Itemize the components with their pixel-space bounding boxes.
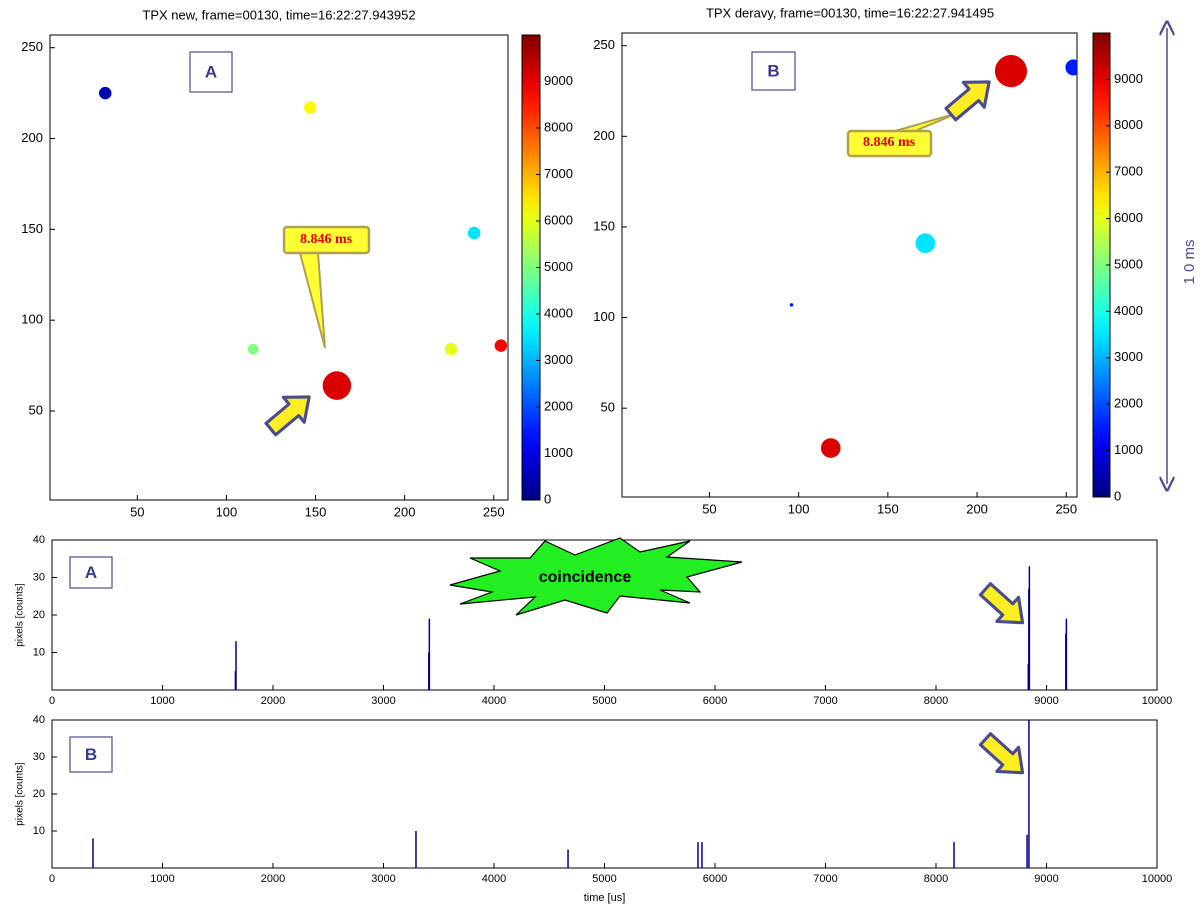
y-tick-label: 20 bbox=[33, 788, 45, 800]
panel-label: B bbox=[767, 61, 779, 80]
x-tick-label: 150 bbox=[877, 501, 899, 516]
x-tick-label: 5000 bbox=[592, 873, 616, 885]
colorbar-tick-label: 8000 bbox=[1114, 117, 1143, 132]
plot-area bbox=[622, 33, 1077, 497]
x-tick-label: 1000 bbox=[150, 873, 174, 885]
x-tick-label: 200 bbox=[966, 501, 988, 516]
x-tick-label: 4000 bbox=[482, 695, 506, 707]
callout-text: 8.846 ms bbox=[300, 232, 353, 247]
chart-title: TPX deravy, frame=00130, time=16:22:27.9… bbox=[706, 5, 994, 20]
colorbar-tick-label: 0 bbox=[544, 491, 551, 506]
x-tick-label: 3000 bbox=[371, 695, 395, 707]
x-tick-label: 8000 bbox=[924, 873, 948, 885]
colorbar-tick-label: 4000 bbox=[1114, 303, 1143, 318]
spot bbox=[916, 233, 936, 253]
spot bbox=[99, 87, 111, 99]
colorbar-tick-label: 1000 bbox=[544, 445, 573, 460]
colorbar-tick-label: 4000 bbox=[544, 305, 573, 320]
y-axis-label: pixels [counts] bbox=[15, 762, 26, 826]
span-label: 1 0 ms bbox=[1181, 239, 1198, 284]
x-tick-label: 5000 bbox=[592, 695, 616, 707]
spot bbox=[445, 343, 457, 355]
colorbar-tick-label: 9000 bbox=[544, 73, 573, 88]
x-tick-label: 0 bbox=[49, 873, 55, 885]
x-tick-label: 150 bbox=[305, 504, 327, 519]
callout-text: 8.846 ms bbox=[863, 135, 916, 150]
coincidence-label: coincidence bbox=[539, 569, 632, 586]
x-axis-label: time [us] bbox=[584, 892, 626, 904]
x-tick-label: 0 bbox=[49, 695, 55, 707]
spot bbox=[821, 438, 841, 458]
panel-label: B bbox=[85, 745, 97, 764]
y-tick-label: 20 bbox=[33, 609, 45, 621]
x-tick-label: 7000 bbox=[813, 873, 837, 885]
x-tick-label: 10000 bbox=[1142, 873, 1173, 885]
x-tick-label: 2000 bbox=[261, 873, 285, 885]
colorbar-tick-label: 2000 bbox=[544, 398, 573, 413]
x-tick-label: 2000 bbox=[261, 695, 285, 707]
panel-label: A bbox=[205, 62, 217, 81]
y-tick-label: 10 bbox=[33, 825, 45, 837]
y-tick-label: 100 bbox=[593, 309, 615, 324]
colorbar-tick-label: 6000 bbox=[544, 212, 573, 227]
figure: 0100020003000400050006000700080009000TPX… bbox=[0, 0, 1201, 907]
x-tick-label: 1000 bbox=[150, 695, 174, 707]
y-tick-label: 150 bbox=[21, 221, 43, 236]
y-tick-label: 250 bbox=[21, 39, 43, 54]
colorbar-tick-label: 7000 bbox=[544, 166, 573, 181]
y-tick-label: 50 bbox=[601, 400, 615, 415]
spot bbox=[1065, 59, 1081, 75]
spot bbox=[468, 227, 480, 239]
x-tick-label: 9000 bbox=[1034, 873, 1058, 885]
colorbar-tick-label: 9000 bbox=[1114, 71, 1143, 86]
y-tick-label: 40 bbox=[33, 714, 45, 726]
colorbar-tick-label: 5000 bbox=[1114, 256, 1143, 271]
spot bbox=[995, 55, 1027, 87]
colorbar-tick-label: 2000 bbox=[1114, 396, 1143, 411]
x-tick-label: 250 bbox=[483, 504, 505, 519]
panel-label: A bbox=[85, 563, 97, 582]
colorbar-tick-label: 3000 bbox=[1114, 349, 1143, 364]
y-tick-label: 50 bbox=[29, 402, 43, 417]
chart-title: TPX new, frame=00130, time=16:22:27.9439… bbox=[142, 7, 415, 22]
colorbar-tick-label: 1000 bbox=[1114, 442, 1143, 457]
spot bbox=[304, 101, 316, 113]
y-axis-label: pixels [counts] bbox=[15, 583, 26, 647]
x-tick-label: 8000 bbox=[924, 695, 948, 707]
x-tick-label: 10000 bbox=[1142, 695, 1173, 707]
y-tick-label: 200 bbox=[593, 128, 615, 143]
x-tick-label: 6000 bbox=[703, 873, 727, 885]
y-tick-label: 10 bbox=[33, 646, 45, 658]
x-tick-label: 100 bbox=[216, 504, 238, 519]
colorbar-tick-label: 7000 bbox=[1114, 164, 1143, 179]
x-tick-label: 50 bbox=[702, 501, 716, 516]
y-tick-label: 100 bbox=[21, 312, 43, 327]
x-tick-label: 6000 bbox=[703, 695, 727, 707]
colorbar-tick-label: 6000 bbox=[1114, 210, 1143, 225]
colorbar-tick-label: 0 bbox=[1114, 488, 1121, 503]
x-tick-label: 100 bbox=[788, 501, 810, 516]
spot bbox=[790, 303, 794, 307]
y-tick-label: 200 bbox=[21, 130, 43, 145]
spot bbox=[248, 344, 259, 355]
y-tick-label: 30 bbox=[33, 751, 45, 763]
spot bbox=[323, 371, 352, 400]
x-tick-label: 250 bbox=[1055, 501, 1077, 516]
colorbar-tick-label: 3000 bbox=[544, 352, 573, 367]
x-tick-label: 50 bbox=[130, 504, 144, 519]
y-tick-label: 30 bbox=[33, 571, 45, 583]
x-tick-label: 3000 bbox=[371, 873, 395, 885]
x-tick-label: 7000 bbox=[813, 695, 837, 707]
y-tick-label: 40 bbox=[33, 534, 45, 546]
colorbar-tick-label: 5000 bbox=[544, 259, 573, 274]
y-tick-label: 150 bbox=[593, 218, 615, 233]
y-tick-label: 250 bbox=[593, 37, 615, 52]
x-tick-label: 4000 bbox=[482, 873, 506, 885]
colorbar-tick-label: 8000 bbox=[544, 119, 573, 134]
x-tick-label: 9000 bbox=[1034, 695, 1058, 707]
spot bbox=[495, 339, 507, 351]
x-tick-label: 200 bbox=[394, 504, 416, 519]
